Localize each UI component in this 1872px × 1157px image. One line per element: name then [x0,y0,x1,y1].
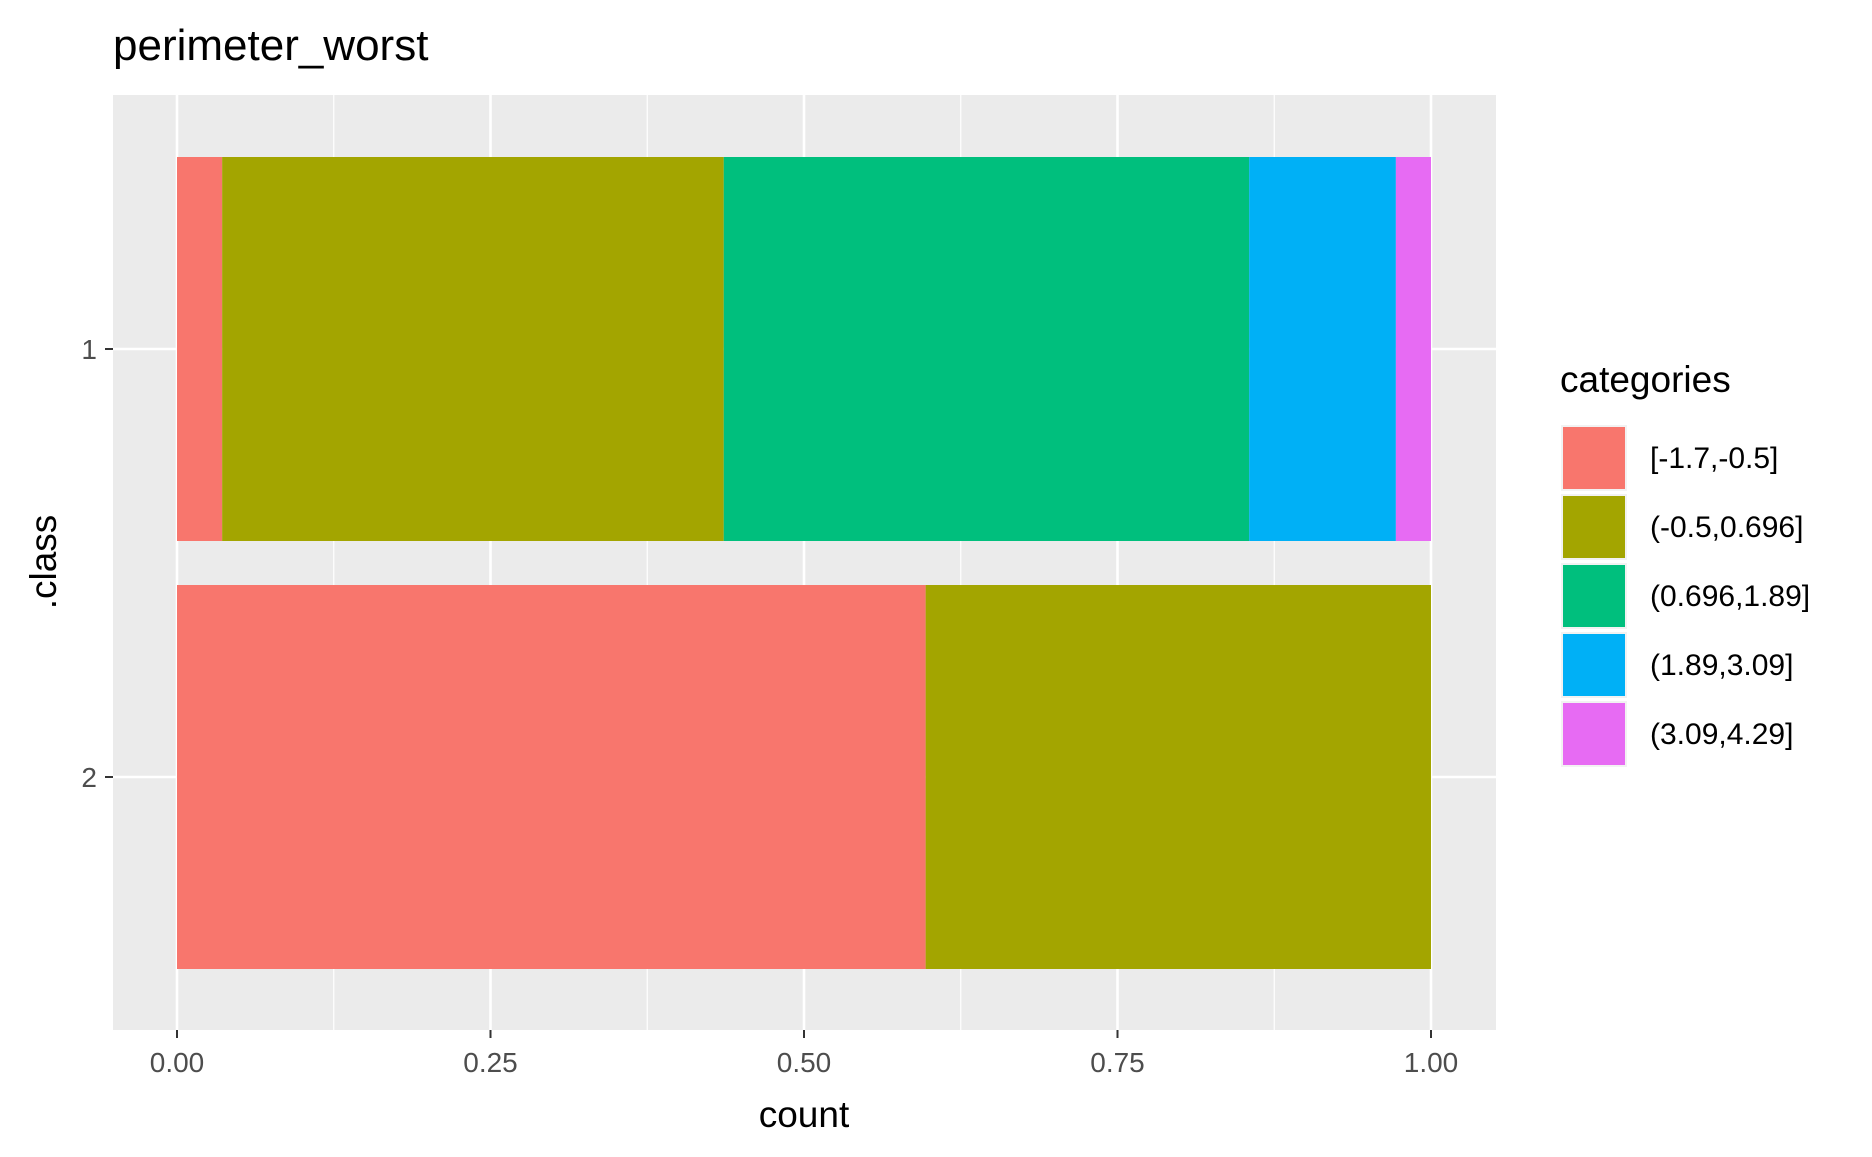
x-tick-label: 0.75 [1090,1047,1145,1078]
legend-swatch [1563,634,1625,696]
x-tick-label: 0.50 [777,1047,832,1078]
x-tick-label: 0.00 [150,1047,205,1078]
x-tick-label: 1.00 [1404,1047,1459,1078]
bar-segment [723,157,1250,541]
legend-label: (0.696,1.89] [1650,580,1810,613]
legend: categories [-1.7,-0.5] (-0.5,0.696] (0.696… [1560,359,1810,767]
y-tick-label: 2 [81,762,97,793]
legend-label: (1.89,3.09] [1650,649,1793,682]
legend-swatch [1563,703,1625,765]
legend-title: categories [1560,359,1731,400]
legend-label: [-1.7,-0.5] [1650,442,1778,475]
bar-segment [1395,157,1431,541]
chart-title: perimeter_worst [113,21,428,70]
legend-label: (3.09,4.29] [1650,718,1793,751]
bars-layer [177,157,1431,969]
y-tick-label: 1 [81,334,97,365]
bar-segment [1249,157,1396,541]
bar-segment [925,585,1431,969]
legend-swatch [1563,565,1625,627]
legend-label: (-0.5,0.696] [1650,511,1803,544]
bar-segment [177,585,926,969]
x-axis-title: count [759,1094,850,1135]
legend-swatch [1563,427,1625,489]
axis-layer: 0.00 0.25 0.50 0.75 1.00 1 2 [81,334,1458,1078]
y-axis-title: .class [23,515,64,610]
bar-segment [177,157,223,541]
legend-swatch [1563,496,1625,558]
x-tick-label: 0.25 [463,1047,518,1078]
bar-segment [222,157,724,541]
